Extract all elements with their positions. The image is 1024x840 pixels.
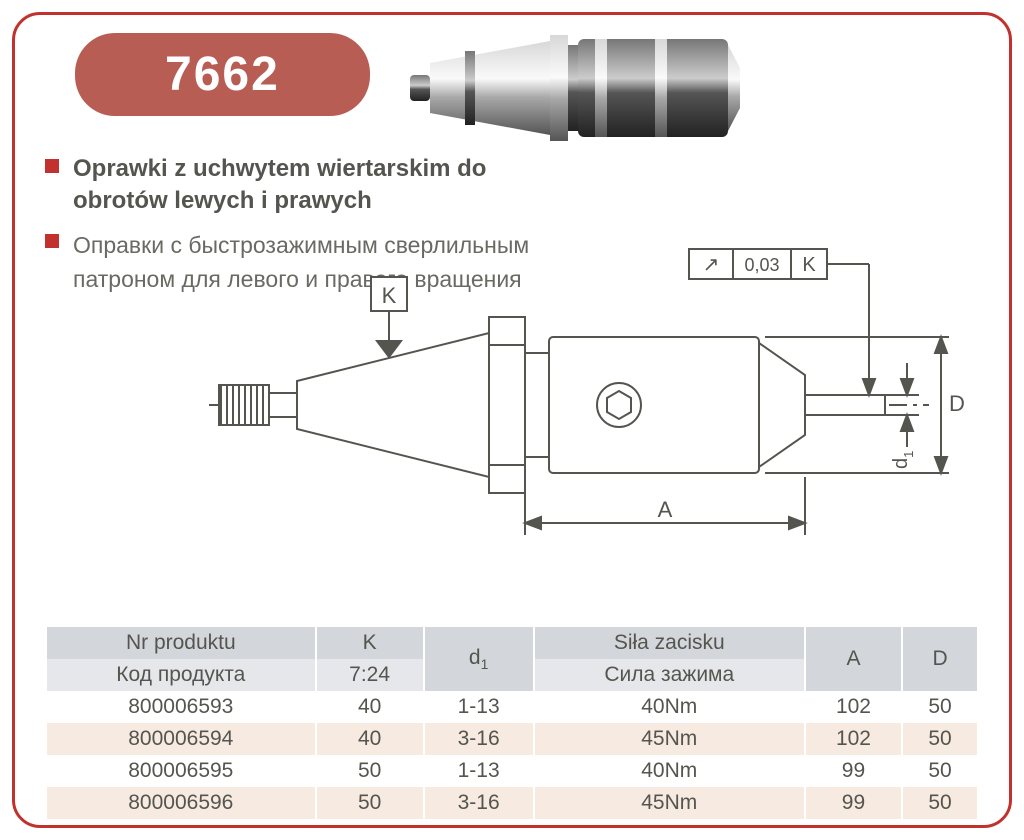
cell: 1-13	[424, 691, 534, 723]
bullet-polish: Oprawki z uchwytem wiertarskim do obrotó…	[45, 153, 565, 218]
th-k-ratio: 7:24	[316, 659, 424, 691]
cell: 800006594	[46, 723, 316, 755]
cell: 3-16	[424, 787, 534, 819]
table-row: 800006595 50 1-13 40Nm 99 50	[46, 755, 978, 787]
svg-text:D: D	[949, 391, 965, 416]
cell: 50	[316, 787, 424, 819]
cell: 800006595	[46, 755, 316, 787]
bullet-text-polish: Oprawki z uchwytem wiertarskim do obrotó…	[73, 153, 565, 218]
cell: 99	[805, 787, 902, 819]
th-product-no: Nr produktu	[46, 627, 316, 659]
product-number-badge: 7662	[75, 33, 370, 116]
cell: 99	[805, 755, 902, 787]
cell: 45Nm	[534, 787, 805, 819]
th-product-no-ru: Код продукта	[46, 659, 316, 691]
svg-text:d1: d1	[890, 451, 916, 469]
cell: 40	[316, 691, 424, 723]
cell: 40	[316, 723, 424, 755]
th-d1: d1	[424, 627, 534, 691]
th-d: D	[902, 627, 978, 691]
svg-text:↗: ↗	[703, 254, 720, 276]
header-row: 7662	[45, 33, 979, 143]
th-clamp-force-ru: Сила зажима	[534, 659, 805, 691]
table-row: 800006596 50 3-16 45Nm 99 50	[46, 787, 978, 819]
cell: 50	[902, 755, 978, 787]
cell: 40Nm	[534, 755, 805, 787]
cell: 50	[316, 755, 424, 787]
cell: 102	[805, 723, 902, 755]
svg-text:A: A	[658, 497, 673, 522]
cell: 1-13	[424, 755, 534, 787]
product-photo	[410, 33, 740, 143]
table-row: 800006593 40 1-13 40Nm 102 50	[46, 691, 978, 723]
cell: 45Nm	[534, 723, 805, 755]
th-k: K	[316, 627, 424, 659]
cell: 50	[902, 787, 978, 819]
svg-text:K: K	[382, 283, 397, 308]
cell: 800006596	[46, 787, 316, 819]
bullet-icon	[45, 159, 59, 173]
cell: 3-16	[424, 723, 534, 755]
cell: 50	[902, 723, 978, 755]
table-header-row-1: Nr produktu K d1 Siła zacisku A D	[46, 627, 978, 659]
table-row: 800006594 40 3-16 45Nm 102 50	[46, 723, 978, 755]
table-body: 800006593 40 1-13 40Nm 102 50 800006594 …	[46, 691, 978, 819]
th-a: A	[805, 627, 902, 691]
spec-table: Nr produktu K d1 Siła zacisku A D Код пр…	[45, 627, 979, 819]
th-clamp-force: Siła zacisku	[534, 627, 805, 659]
cell: 40Nm	[534, 691, 805, 723]
product-card: 7662	[12, 12, 1012, 828]
cell: 50	[902, 691, 978, 723]
technical-diagram: K ↗ 0,03 K A D d1	[209, 245, 969, 545]
svg-text:K: K	[802, 254, 816, 276]
cell: 102	[805, 691, 902, 723]
svg-text:0,03: 0,03	[744, 255, 779, 275]
bullet-icon	[45, 234, 59, 248]
cell: 800006593	[46, 691, 316, 723]
